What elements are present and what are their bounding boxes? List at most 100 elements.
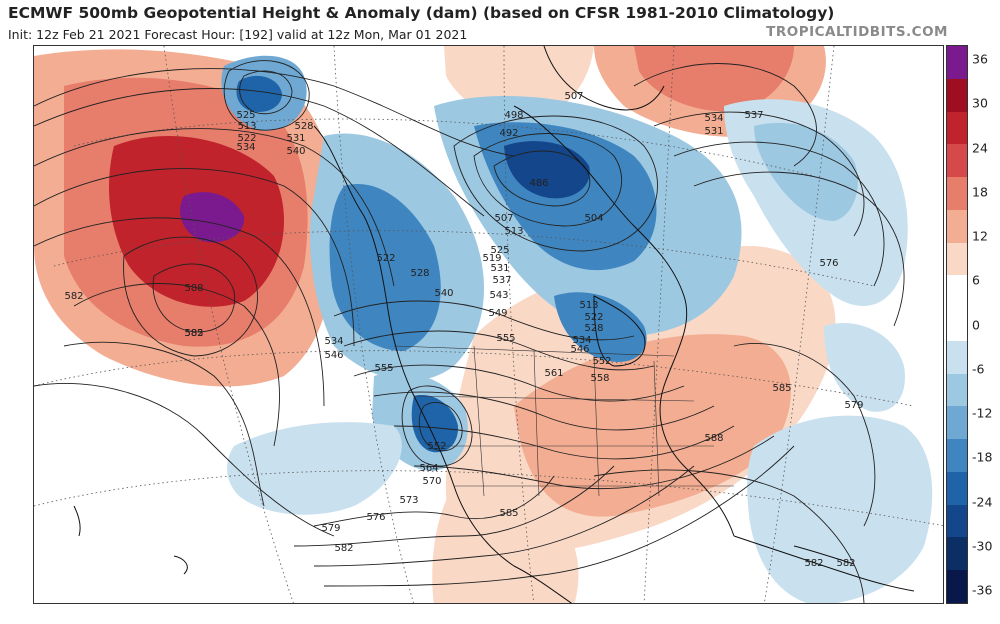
colorbar-cell	[947, 209, 967, 243]
contour-label: 531	[704, 126, 723, 137]
colorbar-label: 36	[972, 51, 988, 67]
contour-label: 504	[584, 213, 603, 224]
contour-label: 585	[184, 328, 203, 339]
contour-label: 555	[374, 363, 393, 374]
contour-label: 573	[399, 495, 418, 506]
contour-label: 513	[237, 121, 256, 132]
contour-label: 519	[482, 253, 501, 264]
colorbar-label: 18	[972, 184, 988, 200]
mid-atlantic-trough	[824, 322, 905, 412]
contour-label: 582	[804, 558, 823, 569]
contour-label: 546	[570, 344, 589, 355]
colorbar-cell	[947, 275, 967, 309]
colorbar-label: 12	[972, 228, 988, 244]
colorbar-cell	[947, 504, 967, 538]
coastlines	[73, 46, 915, 603]
colorbar-labels: 36 30 24 18 12 6 0 -6 -12 -18 -24 -30 -36	[972, 45, 1000, 604]
chart-title: ECMWF 500mb Geopotential Height & Anomal…	[8, 4, 835, 22]
contour-label: 585	[499, 508, 518, 519]
contour-label: 546	[324, 350, 343, 361]
contour-label: 579	[844, 400, 863, 411]
colorbar-cell	[947, 308, 967, 341]
contour-label: 582	[64, 291, 83, 302]
contour-label: 531	[490, 263, 509, 274]
contour-label: 534	[572, 335, 591, 346]
contour-label: 588	[184, 283, 203, 294]
west-trough-inner	[329, 184, 441, 351]
political-boundaries	[393, 345, 734, 497]
east-pacific-trough	[227, 422, 402, 515]
anomaly-colorbar	[946, 45, 968, 604]
colorbar-cell	[947, 177, 967, 210]
contour-label: 570	[422, 476, 441, 487]
contour-label: 576	[819, 258, 838, 269]
contour-label: 540	[286, 146, 305, 157]
contour-label: 513	[504, 226, 523, 237]
colorbar-label: 6	[972, 272, 980, 288]
us-ridge-inner	[514, 334, 791, 517]
negative-anomaly-regions	[221, 55, 933, 603]
colorbar-cell	[947, 340, 967, 374]
atlantic-trough-inner	[754, 122, 858, 221]
contour-label: 528	[584, 323, 603, 334]
colorbar-label: -36	[972, 582, 993, 598]
contour-label: 522	[237, 133, 256, 144]
contour-label: 528	[294, 121, 313, 132]
contour-label: 507	[564, 91, 583, 102]
contour-label: 552	[592, 356, 611, 367]
colorbar-label: -24	[972, 494, 993, 509]
contour-label: 522	[584, 312, 603, 323]
contour-label: 522	[376, 253, 395, 264]
contour-label: 537	[492, 275, 511, 286]
mexico-ridge	[432, 484, 579, 603]
contour-label: 582	[184, 328, 203, 339]
contour-label: 525	[236, 110, 255, 121]
contour-label: 540	[434, 288, 453, 299]
colorbar-cell	[947, 242, 967, 276]
contour-label: 525	[490, 245, 509, 256]
contour-label: 582	[836, 558, 855, 569]
colorbar-cell	[947, 373, 967, 407]
anomaly-map: 513 522 525 528 531 534 540 507 498 492 486 504 507 5…	[33, 45, 944, 604]
contour-label: 549	[488, 308, 507, 319]
colorbar-cell	[947, 78, 967, 112]
contour-label: 564	[419, 463, 438, 474]
contour-label: 588	[704, 433, 723, 444]
contour-label: 576	[366, 512, 385, 523]
site-credit: TROPICALTIDBITS.COM	[766, 24, 948, 40]
colorbar-cell	[947, 46, 967, 79]
forecast-info: Init: 12z Feb 21 2021 Forecast Hour: [19…	[8, 27, 468, 42]
graticule	[34, 46, 943, 603]
contour-label: 552	[427, 441, 446, 452]
contour-label: 585	[772, 383, 791, 394]
contour-label: 507	[494, 213, 513, 224]
contour-label: 486	[529, 178, 548, 189]
colorbar-cell	[947, 537, 967, 571]
colorbar-label: 24	[972, 140, 988, 155]
arctic-ridge-east-inner	[634, 46, 794, 112]
contour-label: 537	[744, 110, 763, 121]
contour-label: 513	[579, 300, 598, 311]
contour-label: 555	[496, 333, 515, 344]
contour-label: 534	[704, 113, 723, 124]
contour-label: 534	[324, 336, 343, 347]
contour-label: 531	[286, 133, 305, 144]
alaska-trough-core	[236, 75, 282, 113]
colorbar-cell	[947, 144, 967, 178]
colorbar-cell	[947, 439, 967, 472]
great-lakes-trough	[554, 292, 647, 362]
contour-label: 582	[334, 543, 353, 554]
contour-label: 534	[236, 142, 255, 153]
colorbar-cell	[947, 570, 967, 604]
contour-label: 558	[590, 373, 609, 384]
contour-label: 498	[504, 110, 523, 121]
colorbar-label: 30	[972, 95, 988, 111]
colorbar-label: -18	[972, 449, 993, 465]
colorbar-cell	[947, 406, 967, 440]
colorbar-cell	[947, 471, 967, 505]
contour-label: 528	[410, 268, 429, 279]
contour-label: 543	[489, 290, 508, 301]
colorbar-label: -6	[972, 361, 985, 377]
